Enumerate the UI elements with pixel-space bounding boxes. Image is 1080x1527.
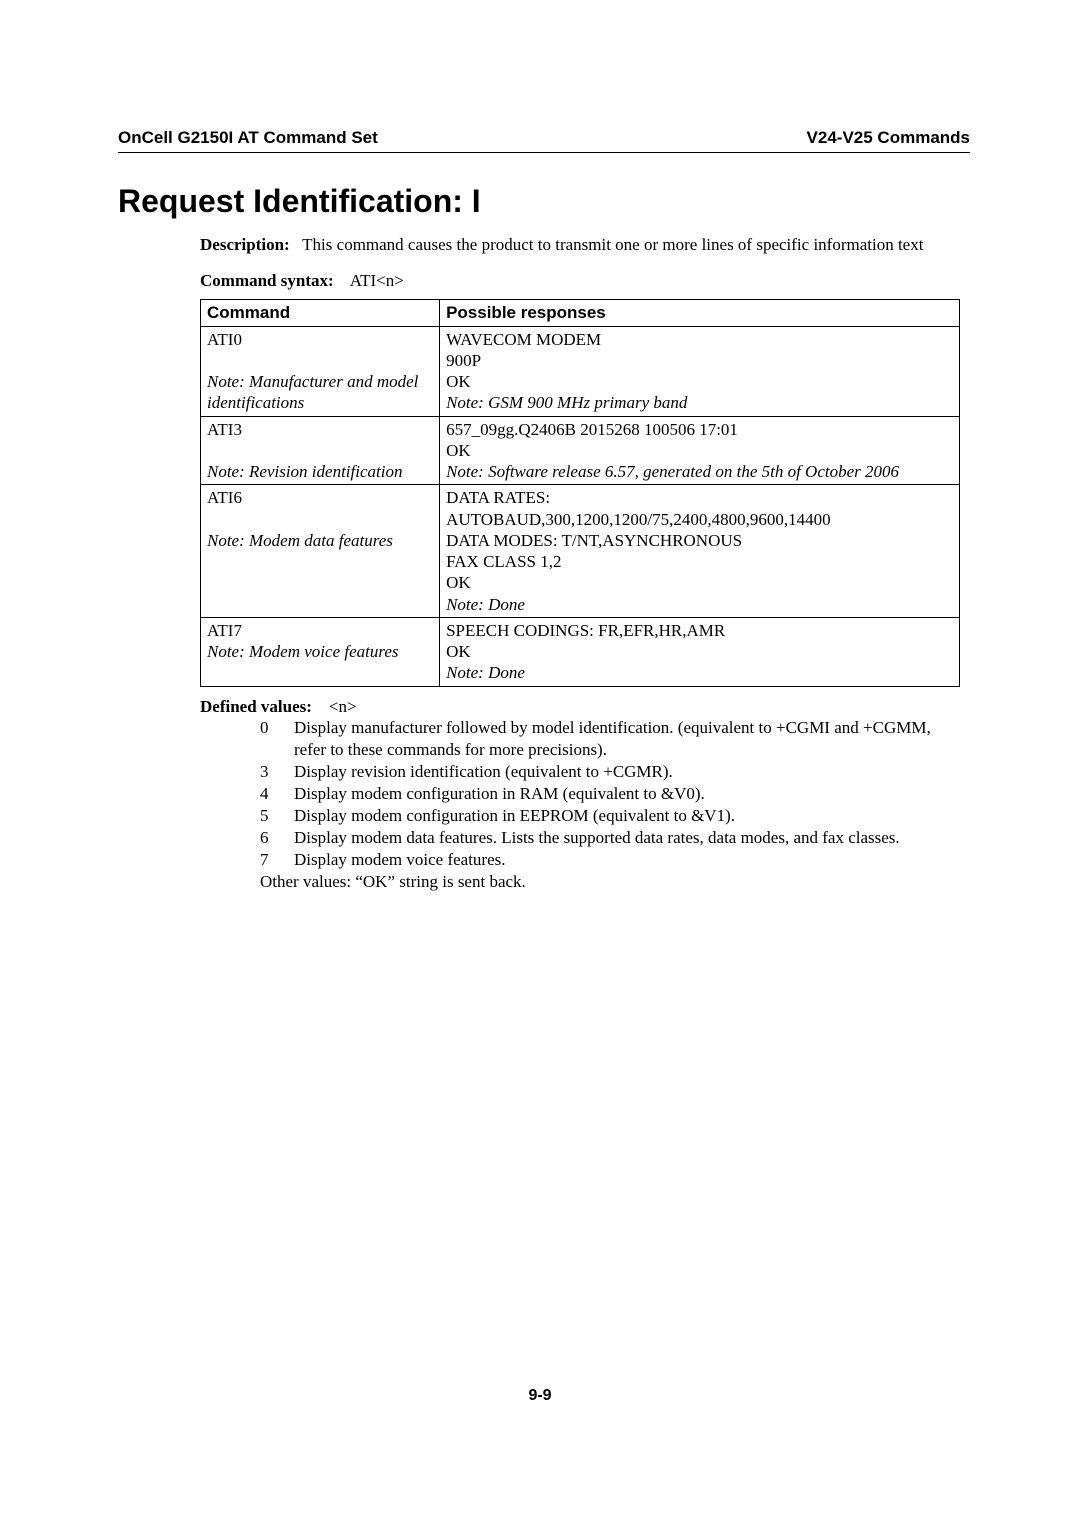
table-row: ATI3 Note: Revision identification657_09… [201, 416, 960, 485]
syntax-value: ATI<n> [350, 271, 404, 290]
defined-value-row: 7Display modem voice features. [260, 849, 960, 871]
section-title: Request Identification: I [118, 183, 970, 220]
defined-value-row: 4 Display modem configuration in RAM (eq… [260, 783, 960, 805]
page-header: OnCell G2150I AT Command Set V24-V25 Com… [118, 128, 970, 153]
cell-response: SPEECH CODINGS: FR,EFR,HR,AMROKNote: Don… [440, 617, 960, 686]
cell-command: ATI6 Note: Modem data features [201, 485, 440, 618]
page-number: 9-9 [0, 1387, 1080, 1405]
table-row: ATI0 Note: Manufacturer and model identi… [201, 326, 960, 416]
defined-value-text: Display revision identification (equival… [294, 761, 960, 783]
defined-value-text: Display modem voice features. [294, 849, 960, 871]
response-line: WAVECOM MODEM [446, 329, 953, 350]
command-note: Note: Modem voice features [207, 641, 433, 662]
response-line: OK [446, 371, 953, 392]
cell-response: DATA RATES:AUTOBAUD,300,1200,1200/75,240… [440, 485, 960, 618]
response-note: Note: Done [446, 662, 953, 683]
command-text: ATI7 [207, 620, 433, 641]
spacer [207, 509, 433, 530]
response-note: Note: Done [446, 594, 953, 615]
defined-value-text: Display manufacturer followed by model i… [294, 717, 960, 761]
command-text: ATI3 [207, 419, 433, 440]
page: OnCell G2150I AT Command Set V24-V25 Com… [0, 0, 1080, 893]
header-right: V24-V25 Commands [807, 128, 970, 148]
defined-value-number: 4 [260, 783, 294, 805]
header-command: Command [201, 300, 440, 326]
response-line: FAX CLASS 1,2 [446, 551, 953, 572]
command-table: Command Possible responses ATI0 Note: Ma… [200, 299, 960, 686]
cell-command: ATI7Note: Modem voice features [201, 617, 440, 686]
defined-value-row: 0Display manufacturer followed by model … [260, 717, 960, 761]
response-line: 900P [446, 350, 953, 371]
content-block: Description: This command causes the pro… [200, 234, 960, 893]
response-note: Note: Software release 6.57, generated o… [446, 461, 953, 482]
command-text: ATI0 [207, 329, 433, 350]
defined-value-row: 6Display modem data features. Lists the … [260, 827, 960, 849]
cell-command: ATI3 Note: Revision identification [201, 416, 440, 485]
syntax-label: Command syntax: [200, 271, 334, 290]
response-line: DATA RATES: [446, 487, 953, 508]
response-line: OK [446, 641, 953, 662]
cell-response: WAVECOM MODEM900POKNote: GSM 900 MHz pri… [440, 326, 960, 416]
response-note: Note: GSM 900 MHz primary band [446, 392, 953, 413]
response-line: DATA MODES: T/NT,ASYNCHRONOUS [446, 530, 953, 551]
header-left: OnCell G2150I AT Command Set [118, 128, 378, 148]
table-row: ATI6 Note: Modem data featuresDATA RATES… [201, 485, 960, 618]
defined-value-row: 3Display revision identification (equiva… [260, 761, 960, 783]
defined-value-text: Display modem configuration in EEPROM (e… [294, 805, 960, 827]
response-line: OK [446, 440, 953, 461]
response-line: 657_09gg.Q2406B 2015268 100506 17:01 [446, 419, 953, 440]
defined-value-number: 7 [260, 849, 294, 871]
table-row: ATI7Note: Modem voice featuresSPEECH COD… [201, 617, 960, 686]
command-syntax: Command syntax: ATI<n> [200, 271, 960, 291]
command-note: Note: Manufacturer and model identificat… [207, 371, 433, 414]
defined-value-number: 6 [260, 827, 294, 849]
other-values-line: Other values: “OK” string is sent back. [260, 871, 960, 893]
defined-values-param: <n> [329, 697, 357, 716]
response-line: AUTOBAUD,300,1200,1200/75,2400,4800,9600… [446, 509, 953, 530]
defined-value-number: 5 [260, 805, 294, 827]
defined-value-text: Display modem configuration in RAM (equi… [294, 783, 960, 805]
defined-value-number: 3 [260, 761, 294, 783]
description-label: Description: [200, 235, 290, 254]
defined-value-row: 5Display modem configuration in EEPROM (… [260, 805, 960, 827]
defined-value-number: 0 [260, 717, 294, 761]
defined-value-text: Display modem data features. Lists the s… [294, 827, 960, 849]
table-header-row: Command Possible responses [201, 300, 960, 326]
description-text: This command causes the product to trans… [302, 235, 923, 254]
description: Description: This command causes the pro… [200, 234, 960, 255]
cell-command: ATI0 Note: Manufacturer and model identi… [201, 326, 440, 416]
command-text: ATI6 [207, 487, 433, 508]
header-responses: Possible responses [440, 300, 960, 326]
response-line: OK [446, 572, 953, 593]
command-note: Note: Revision identification [207, 461, 433, 482]
spacer [207, 440, 433, 461]
defined-values-label: Defined values: [200, 697, 312, 716]
spacer [207, 350, 433, 371]
command-note: Note: Modem data features [207, 530, 433, 551]
response-line: SPEECH CODINGS: FR,EFR,HR,AMR [446, 620, 953, 641]
cell-response: 657_09gg.Q2406B 2015268 100506 17:01OKNo… [440, 416, 960, 485]
defined-values-section: Defined values: <n> 0Display manufacture… [200, 697, 960, 894]
